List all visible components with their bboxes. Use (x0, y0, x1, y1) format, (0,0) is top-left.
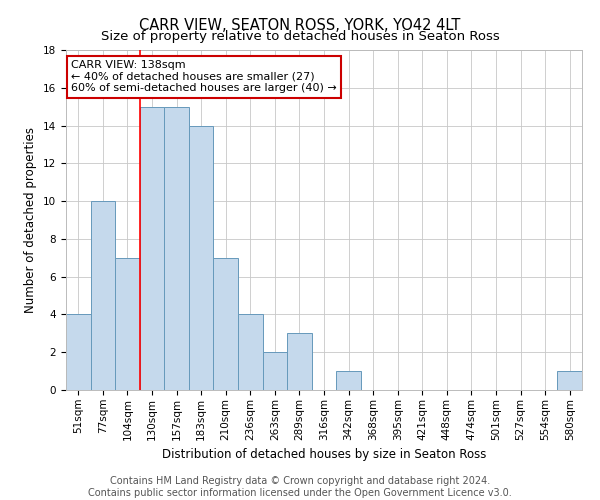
Bar (336, 371, 361, 390)
Bar (238, 314, 263, 390)
Text: CARR VIEW: 138sqm
← 40% of detached houses are smaller (27)
60% of semi-detached: CARR VIEW: 138sqm ← 40% of detached hous… (71, 60, 337, 94)
Text: CARR VIEW, SEATON ROSS, YORK, YO42 4LT: CARR VIEW, SEATON ROSS, YORK, YO42 4LT (139, 18, 461, 32)
Bar (214, 258, 238, 390)
Y-axis label: Number of detached properties: Number of detached properties (25, 127, 37, 313)
Bar (140, 106, 164, 390)
Bar (66, 314, 91, 390)
Bar (263, 352, 287, 390)
Bar (557, 371, 582, 390)
Bar (91, 201, 115, 390)
Text: Contains HM Land Registry data © Crown copyright and database right 2024.
Contai: Contains HM Land Registry data © Crown c… (88, 476, 512, 498)
Bar (189, 126, 214, 390)
Bar (115, 258, 140, 390)
Bar (164, 106, 189, 390)
X-axis label: Distribution of detached houses by size in Seaton Ross: Distribution of detached houses by size … (162, 448, 486, 461)
Text: Size of property relative to detached houses in Seaton Ross: Size of property relative to detached ho… (101, 30, 499, 43)
Bar (287, 334, 312, 390)
